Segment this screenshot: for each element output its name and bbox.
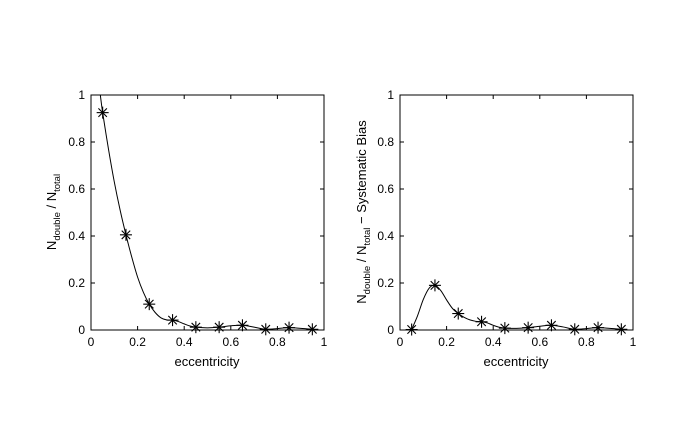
- chart-right: 0 0.2 0.4 0.6 0.8 1 0 0.2 0.4 0.6 0.8 1 eccentrici…: [354, 88, 637, 369]
- data-point-marker: [283, 321, 296, 334]
- asterisk-stroke: [546, 320, 557, 330]
- y-tick-labels: 0 0.2 0.4 0.6 0.8 1: [377, 88, 394, 337]
- x-axis-label: eccentricity: [174, 354, 240, 369]
- x-tick-labels: 0 0.2 0.4 0.6 0.8 1: [88, 335, 328, 349]
- data-point-marker: [213, 321, 226, 334]
- data-point-marker: [96, 106, 109, 119]
- y-label-sub-double: double: [362, 266, 373, 295]
- y-tick-label: 1: [387, 88, 394, 102]
- asterisk-stroke: [430, 280, 440, 290]
- data-point-marker: [428, 279, 441, 292]
- axis-ticks: [90, 94, 325, 331]
- data-point-marker: [522, 321, 535, 334]
- plot-frame: [399, 94, 634, 331]
- asterisk-stroke: [523, 323, 533, 333]
- x-tick-label: 0.2: [438, 335, 455, 349]
- y-axis-label: Ndouble / Ntotal: [44, 174, 63, 250]
- y-tick-label: 0.8: [68, 135, 85, 149]
- asterisk-stroke: [237, 320, 248, 330]
- asterisk-stroke: [616, 324, 626, 334]
- x-tick-labels: 0 0.2 0.4 0.6 0.8 1: [397, 335, 637, 349]
- plot-frame: [90, 94, 325, 331]
- series-curve: [411, 284, 622, 330]
- y-label-sub-total: total: [362, 228, 373, 246]
- y-tick-label: 0: [387, 323, 394, 337]
- data-point-marker: [236, 319, 249, 332]
- y-label-sub-total: total: [52, 174, 63, 192]
- series-markers: [96, 106, 319, 336]
- y-tick-label: 0.2: [68, 276, 85, 290]
- x-tick-label: 0.6: [531, 335, 548, 349]
- x-tick-label: 0: [88, 335, 95, 349]
- asterisk-stroke: [476, 317, 487, 327]
- x-tick-label: 1: [321, 335, 328, 349]
- x-tick-label: 0.8: [269, 335, 286, 349]
- y-label-tail: − Systematic Bias: [354, 120, 369, 228]
- data-point-marker: [259, 323, 272, 336]
- data-point-marker: [189, 321, 202, 334]
- data-point-marker: [143, 298, 156, 311]
- data-point-marker: [452, 307, 465, 320]
- x-tick-label: 0.6: [222, 335, 239, 349]
- data-point-marker: [475, 315, 488, 328]
- y-tick-label: 1: [78, 88, 85, 102]
- y-tick-label: 0.8: [377, 135, 394, 149]
- asterisk-stroke: [284, 323, 294, 333]
- y-tick-label: 0.6: [68, 182, 85, 196]
- axis-ticks: [399, 94, 634, 331]
- x-axis-label: eccentricity: [483, 354, 549, 369]
- y-tick-label: 0.4: [377, 229, 394, 243]
- x-tick-label: 0: [397, 335, 404, 349]
- asterisk-stroke: [307, 324, 317, 334]
- asterisk-stroke: [191, 322, 201, 332]
- asterisk-stroke: [214, 322, 224, 332]
- data-point-marker: [568, 323, 581, 336]
- asterisk-stroke: [570, 324, 580, 334]
- y-label-sub-double: double: [52, 212, 63, 241]
- chart-left: 0 0.2 0.4 0.6 0.8 1 0 0.2 0.4 0.6 0.8 1 eccentrici…: [44, 88, 328, 369]
- series-markers: [405, 279, 628, 336]
- asterisk-stroke: [593, 323, 603, 333]
- asterisk-stroke: [98, 107, 108, 118]
- y-tick-label: 0.2: [377, 276, 394, 290]
- asterisk-stroke: [167, 315, 178, 325]
- data-point-marker: [119, 228, 132, 241]
- x-tick-label: 0.8: [578, 335, 595, 349]
- x-tick-label: 0.4: [176, 335, 193, 349]
- asterisk-stroke: [261, 324, 271, 334]
- series-curve: [99, 94, 313, 330]
- data-point-marker: [405, 323, 418, 336]
- data-point-marker: [498, 322, 511, 335]
- data-point-marker: [306, 323, 319, 336]
- y-label-slash-n: / N: [44, 192, 59, 212]
- y-label-slash-n: / N: [354, 246, 369, 266]
- y-axis-label: Ndouble / Ntotal − Systematic Bias: [354, 120, 373, 304]
- asterisk-stroke: [500, 323, 510, 333]
- data-point-marker: [545, 319, 558, 332]
- x-tick-label: 0.4: [485, 335, 502, 349]
- data-point-marker: [166, 314, 179, 327]
- data-point-marker: [592, 321, 605, 334]
- y-tick-label: 0.6: [377, 182, 394, 196]
- x-tick-label: 0.2: [129, 335, 146, 349]
- y-tick-label: 0: [78, 323, 85, 337]
- asterisk-stroke: [121, 230, 131, 240]
- y-label-n: N: [44, 241, 59, 250]
- y-label-n: N: [354, 294, 369, 303]
- data-point-marker: [615, 323, 628, 336]
- x-tick-label: 1: [630, 335, 637, 349]
- y-tick-label: 0.4: [68, 229, 85, 243]
- asterisk-stroke: [453, 308, 463, 319]
- y-tick-labels: 0 0.2 0.4 0.6 0.8 1: [68, 88, 85, 337]
- asterisk-stroke: [144, 299, 154, 309]
- asterisk-stroke: [407, 324, 417, 335]
